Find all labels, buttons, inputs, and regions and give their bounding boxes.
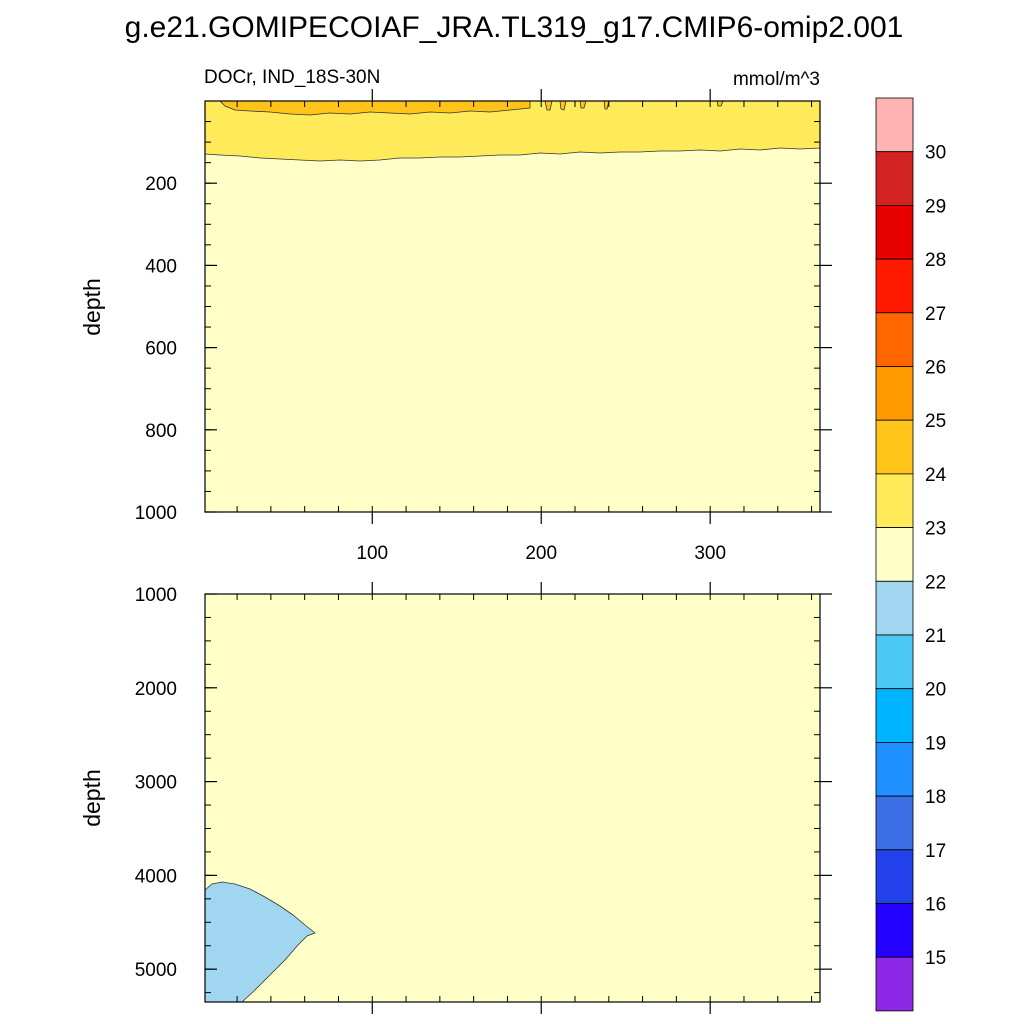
upper-panel: depth 200 400 600 800 1000 100 200 300 [79, 89, 832, 564]
colorbar-label: 15 [925, 948, 946, 969]
colorbar-swatch [875, 634, 914, 690]
lower-ylabel: depth [79, 769, 105, 827]
lower-y-ticks: 1000 2000 3000 4000 5000 [135, 585, 832, 994]
y-tick-label: 200 [145, 174, 177, 195]
upper-region-24-25 [219, 100, 724, 116]
colorbar-label: 21 [925, 626, 946, 647]
upper-x-ticks: 100 200 300 [236, 89, 813, 564]
colorbar-swatch [875, 527, 914, 582]
colorbar-swatch [875, 742, 914, 797]
colorbar: 30 29 28 27 26 25 24 23 22 21 20 19 18 17 16 15 [875, 97, 947, 1012]
y-tick-label: 400 [145, 256, 177, 277]
y-tick-label: 1000 [135, 585, 177, 606]
y-tick-label: 3000 [135, 773, 177, 794]
y-tick-label: 2000 [135, 679, 177, 700]
x-tick-label: 200 [525, 543, 557, 564]
colorbar-label: 23 [925, 519, 946, 540]
colorbar-label: 16 [925, 895, 946, 916]
colorbar-label: 22 [925, 572, 946, 593]
colorbar-label: 19 [925, 733, 946, 754]
colorbar-label: 26 [925, 358, 946, 379]
x-tick-label: 100 [356, 543, 388, 564]
colorbar-label: 27 [925, 304, 946, 325]
lower-plot-frame [204, 593, 821, 1003]
colorbar-swatch [875, 204, 914, 260]
upper-y-ticks: 200 400 600 800 1000 [135, 100, 832, 524]
colorbar-label: 24 [925, 465, 947, 486]
colorbar-swatch [875, 151, 914, 206]
colorbar-swatch [875, 258, 914, 314]
y-tick-label: 800 [145, 421, 177, 442]
colorbar-swatch [875, 473, 914, 528]
chart-subtitle: DOCr, IND_18S-30N [204, 67, 380, 88]
colorbar-label: 25 [925, 411, 946, 432]
lower-x-ticks [236, 582, 813, 1014]
colorbar-swatch [875, 795, 914, 851]
y-tick-label: 600 [145, 339, 177, 360]
units-label: mmol/m^3 [733, 69, 820, 90]
lower-panel: depth 1000 2000 3000 4000 5000 [79, 582, 832, 1014]
colorbar-label: 28 [925, 250, 946, 271]
colorbar-label: 18 [925, 787, 946, 808]
colorbar-swatch [875, 688, 914, 743]
upper-background-22-23 [205, 101, 820, 512]
upper-ylabel: depth [79, 278, 105, 336]
y-tick-label: 5000 [135, 960, 177, 981]
y-tick-label: 4000 [135, 866, 177, 887]
colorbar-swatch [875, 366, 914, 421]
colorbar-swatch [875, 580, 914, 636]
y-tick-label: 1000 [135, 503, 177, 524]
colorbar-swatch [875, 956, 914, 1012]
chart-title: g.e21.GOMIPECOIAF_JRA.TL319_g17.CMIP6-om… [125, 11, 904, 44]
colorbar-swatch [875, 97, 914, 153]
x-tick-label: 300 [694, 543, 726, 564]
colorbar-label: 29 [925, 196, 946, 217]
colorbar-swatch [875, 419, 914, 475]
colorbar-label: 17 [925, 841, 946, 862]
colorbar-label: 30 [925, 143, 946, 164]
upper-region-23-24 [204, 100, 821, 162]
colorbar-label: 20 [925, 680, 946, 701]
colorbar-swatch [875, 903, 914, 958]
lower-region-21-22 [204, 881, 316, 1003]
colorbar-swatch [875, 312, 914, 367]
colorbar-swatch [875, 849, 914, 904]
